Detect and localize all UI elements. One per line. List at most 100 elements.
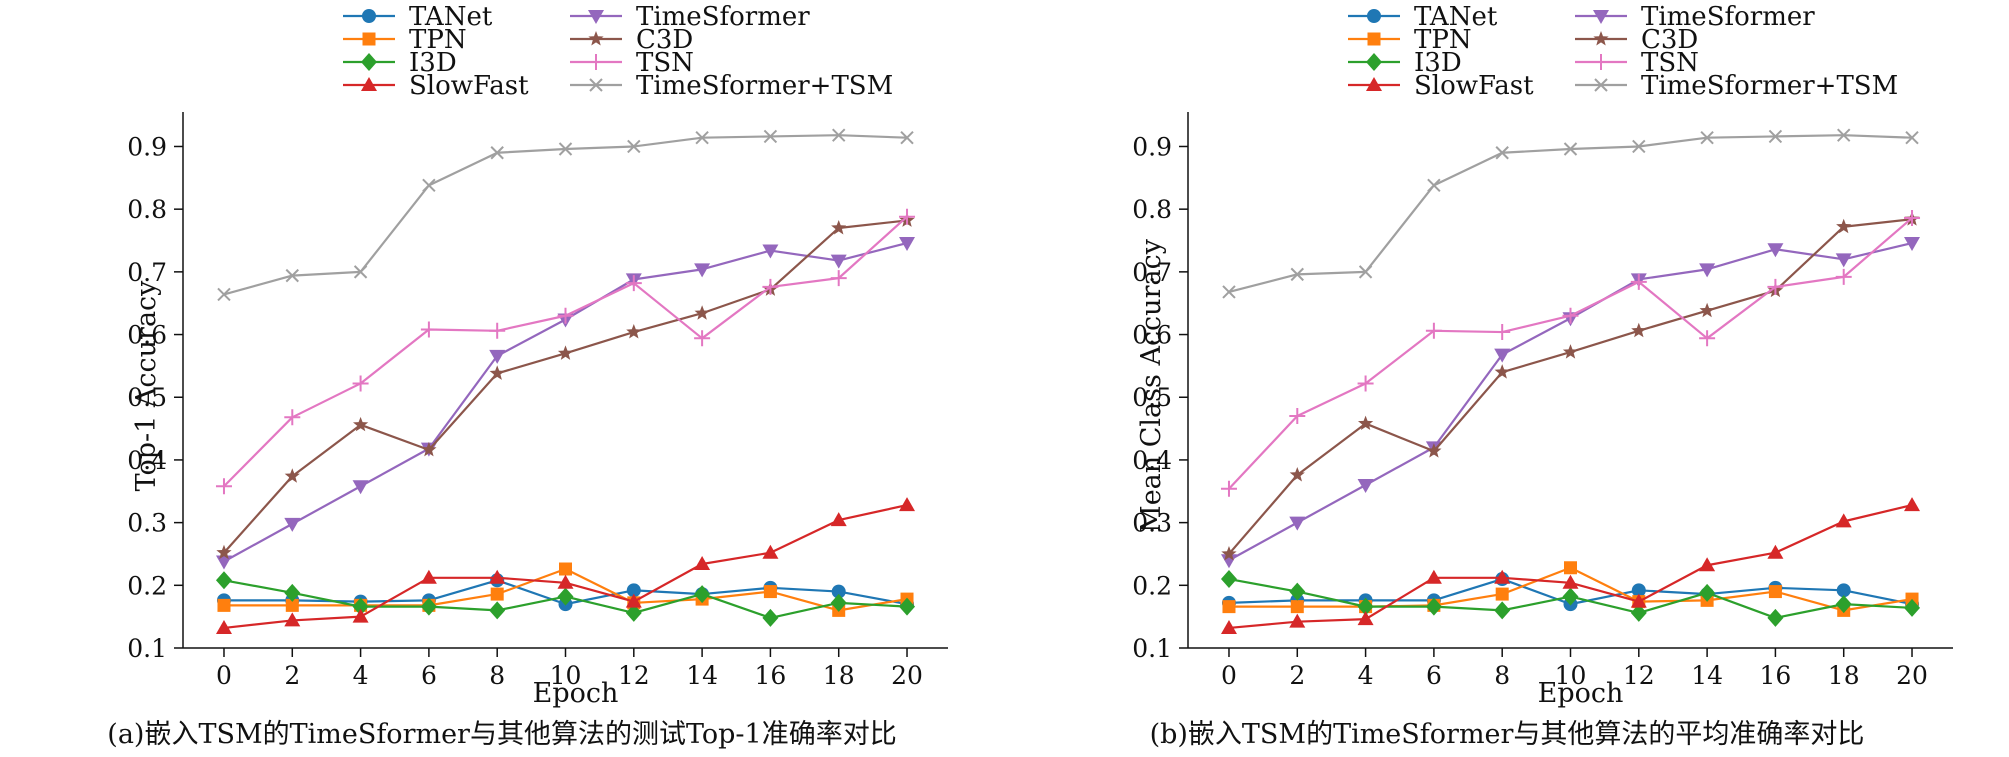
data-point: [1630, 593, 1647, 608]
legend-marker: [361, 53, 377, 71]
data-point: [1290, 267, 1304, 282]
legend-label: C3D: [1641, 25, 1698, 55]
data-point: [1699, 263, 1716, 278]
data-point: [763, 129, 778, 144]
x-tick-label: 8: [489, 661, 505, 690]
data-point: [1904, 497, 1921, 512]
data-point: [1562, 344, 1579, 359]
series-timesformer-tsm: [217, 128, 914, 302]
data-point: [1426, 443, 1442, 458]
data-point: [1630, 603, 1647, 622]
data-point: [899, 497, 916, 512]
y-tick-label: 0.7: [127, 258, 167, 287]
x-tick-label: 4: [1358, 661, 1374, 690]
legend-item: TPN: [1348, 25, 1472, 55]
y-tick-label: 0.6: [1132, 321, 1172, 350]
data-point: [1767, 608, 1784, 627]
data-point: [1904, 598, 1921, 617]
data-point: [216, 544, 232, 560]
legend-label: TimeSformer: [1641, 2, 1815, 32]
data-point: [694, 555, 711, 570]
series-line: [1228, 241, 1913, 562]
legend-marker: [362, 9, 376, 23]
legend-marker: [1366, 77, 1382, 91]
x-tick-label: 14: [686, 661, 718, 690]
x-tick-label: 14: [1691, 661, 1723, 690]
chart-panel-b: 0 2 4 6 8 10 12 14 16 18 20 0.1 0.2 0.3 0.4 0.5 0.6 0.7 0.…: [1005, 0, 2009, 757]
legend-label: TPN: [1414, 25, 1472, 55]
data-point: [1562, 587, 1579, 606]
data-point: [420, 569, 437, 584]
legend-item: TimeSformer: [1575, 2, 1815, 32]
data-point: [1767, 278, 1784, 295]
data-point: [559, 562, 572, 576]
x-tick-label: 0: [216, 661, 232, 690]
data-point: [899, 237, 916, 252]
data-point: [353, 265, 368, 279]
data-point: [762, 278, 779, 295]
series-i3d: [1220, 570, 1921, 627]
data-point: [215, 571, 232, 590]
data-point: [490, 146, 504, 160]
x-tick-label: 4: [353, 661, 369, 690]
x-tick-label: 6: [421, 661, 437, 690]
legend-item: SlowFast: [343, 71, 529, 101]
data-point: [1768, 129, 1783, 144]
legend-label: I3D: [1414, 48, 1462, 78]
legend-label: TANet: [409, 2, 493, 32]
data-point: [1220, 570, 1237, 589]
x-tick-label: 18: [1828, 661, 1860, 690]
data-point: [1563, 142, 1578, 156]
data-point: [557, 307, 574, 324]
data-point: [1289, 516, 1306, 531]
data-point: [217, 598, 231, 612]
data-point: [625, 593, 642, 608]
data-point: [1358, 265, 1373, 279]
legend-item: TSN: [1575, 48, 1699, 78]
data-point: [1905, 130, 1919, 145]
series-slowfast: [215, 497, 916, 634]
data-point: [1425, 322, 1442, 339]
data-point: [1494, 348, 1511, 363]
chart-a-svg: 0 2 4 6 8 10 12 14 16 18 20 0.1 0.2 0.3 0.4 0.5 0.6 0.7 0.…: [127, 2, 948, 709]
data-point: [1220, 480, 1237, 497]
data-point: [762, 244, 779, 259]
data-point: [1699, 583, 1716, 602]
legend-label: TSN: [1641, 48, 1699, 78]
y-tick-label: 0.9: [127, 132, 167, 161]
chart-a-caption: (a)嵌入TSM的TimeSformer与其他算法的测试Top-1准确率对比: [107, 719, 897, 750]
x-tick-label: 8: [1494, 661, 1510, 690]
data-point: [284, 468, 300, 483]
legend-label: TSN: [636, 48, 694, 78]
data-point: [420, 321, 437, 338]
y-tick-label: 0.3: [127, 509, 167, 538]
y-tick-label: 0.6: [127, 321, 167, 350]
data-point: [285, 598, 299, 612]
legend-marker: [1367, 9, 1381, 23]
legend-marker: [1594, 78, 1608, 92]
data-point: [1290, 600, 1304, 614]
data-point: [1836, 583, 1851, 598]
x-tick-label: 20: [1896, 661, 1928, 690]
legend-marker: [588, 31, 604, 46]
data-point: [1768, 585, 1782, 599]
data-point: [1425, 597, 1442, 616]
legend-marker: [362, 32, 376, 46]
data-point: [762, 544, 779, 559]
data-point: [1494, 364, 1510, 379]
legend-marker: [588, 10, 604, 24]
y-tick-label: 0.8: [127, 195, 167, 224]
x-tick-label: 16: [755, 661, 787, 690]
y-tick-label: 0.4: [1132, 446, 1172, 475]
legend-item: C3D: [570, 25, 693, 55]
data-point: [215, 619, 232, 634]
data-point: [625, 603, 642, 622]
legend-item: TANet: [343, 2, 493, 32]
data-point: [1700, 130, 1714, 145]
data-point: [1222, 600, 1236, 614]
data-point: [1222, 285, 1236, 299]
y-tick-label: 0.4: [127, 446, 167, 475]
x-tick-label: 18: [823, 661, 855, 690]
legend-item: TimeSformer+TSM: [570, 71, 893, 101]
data-point: [284, 517, 301, 532]
